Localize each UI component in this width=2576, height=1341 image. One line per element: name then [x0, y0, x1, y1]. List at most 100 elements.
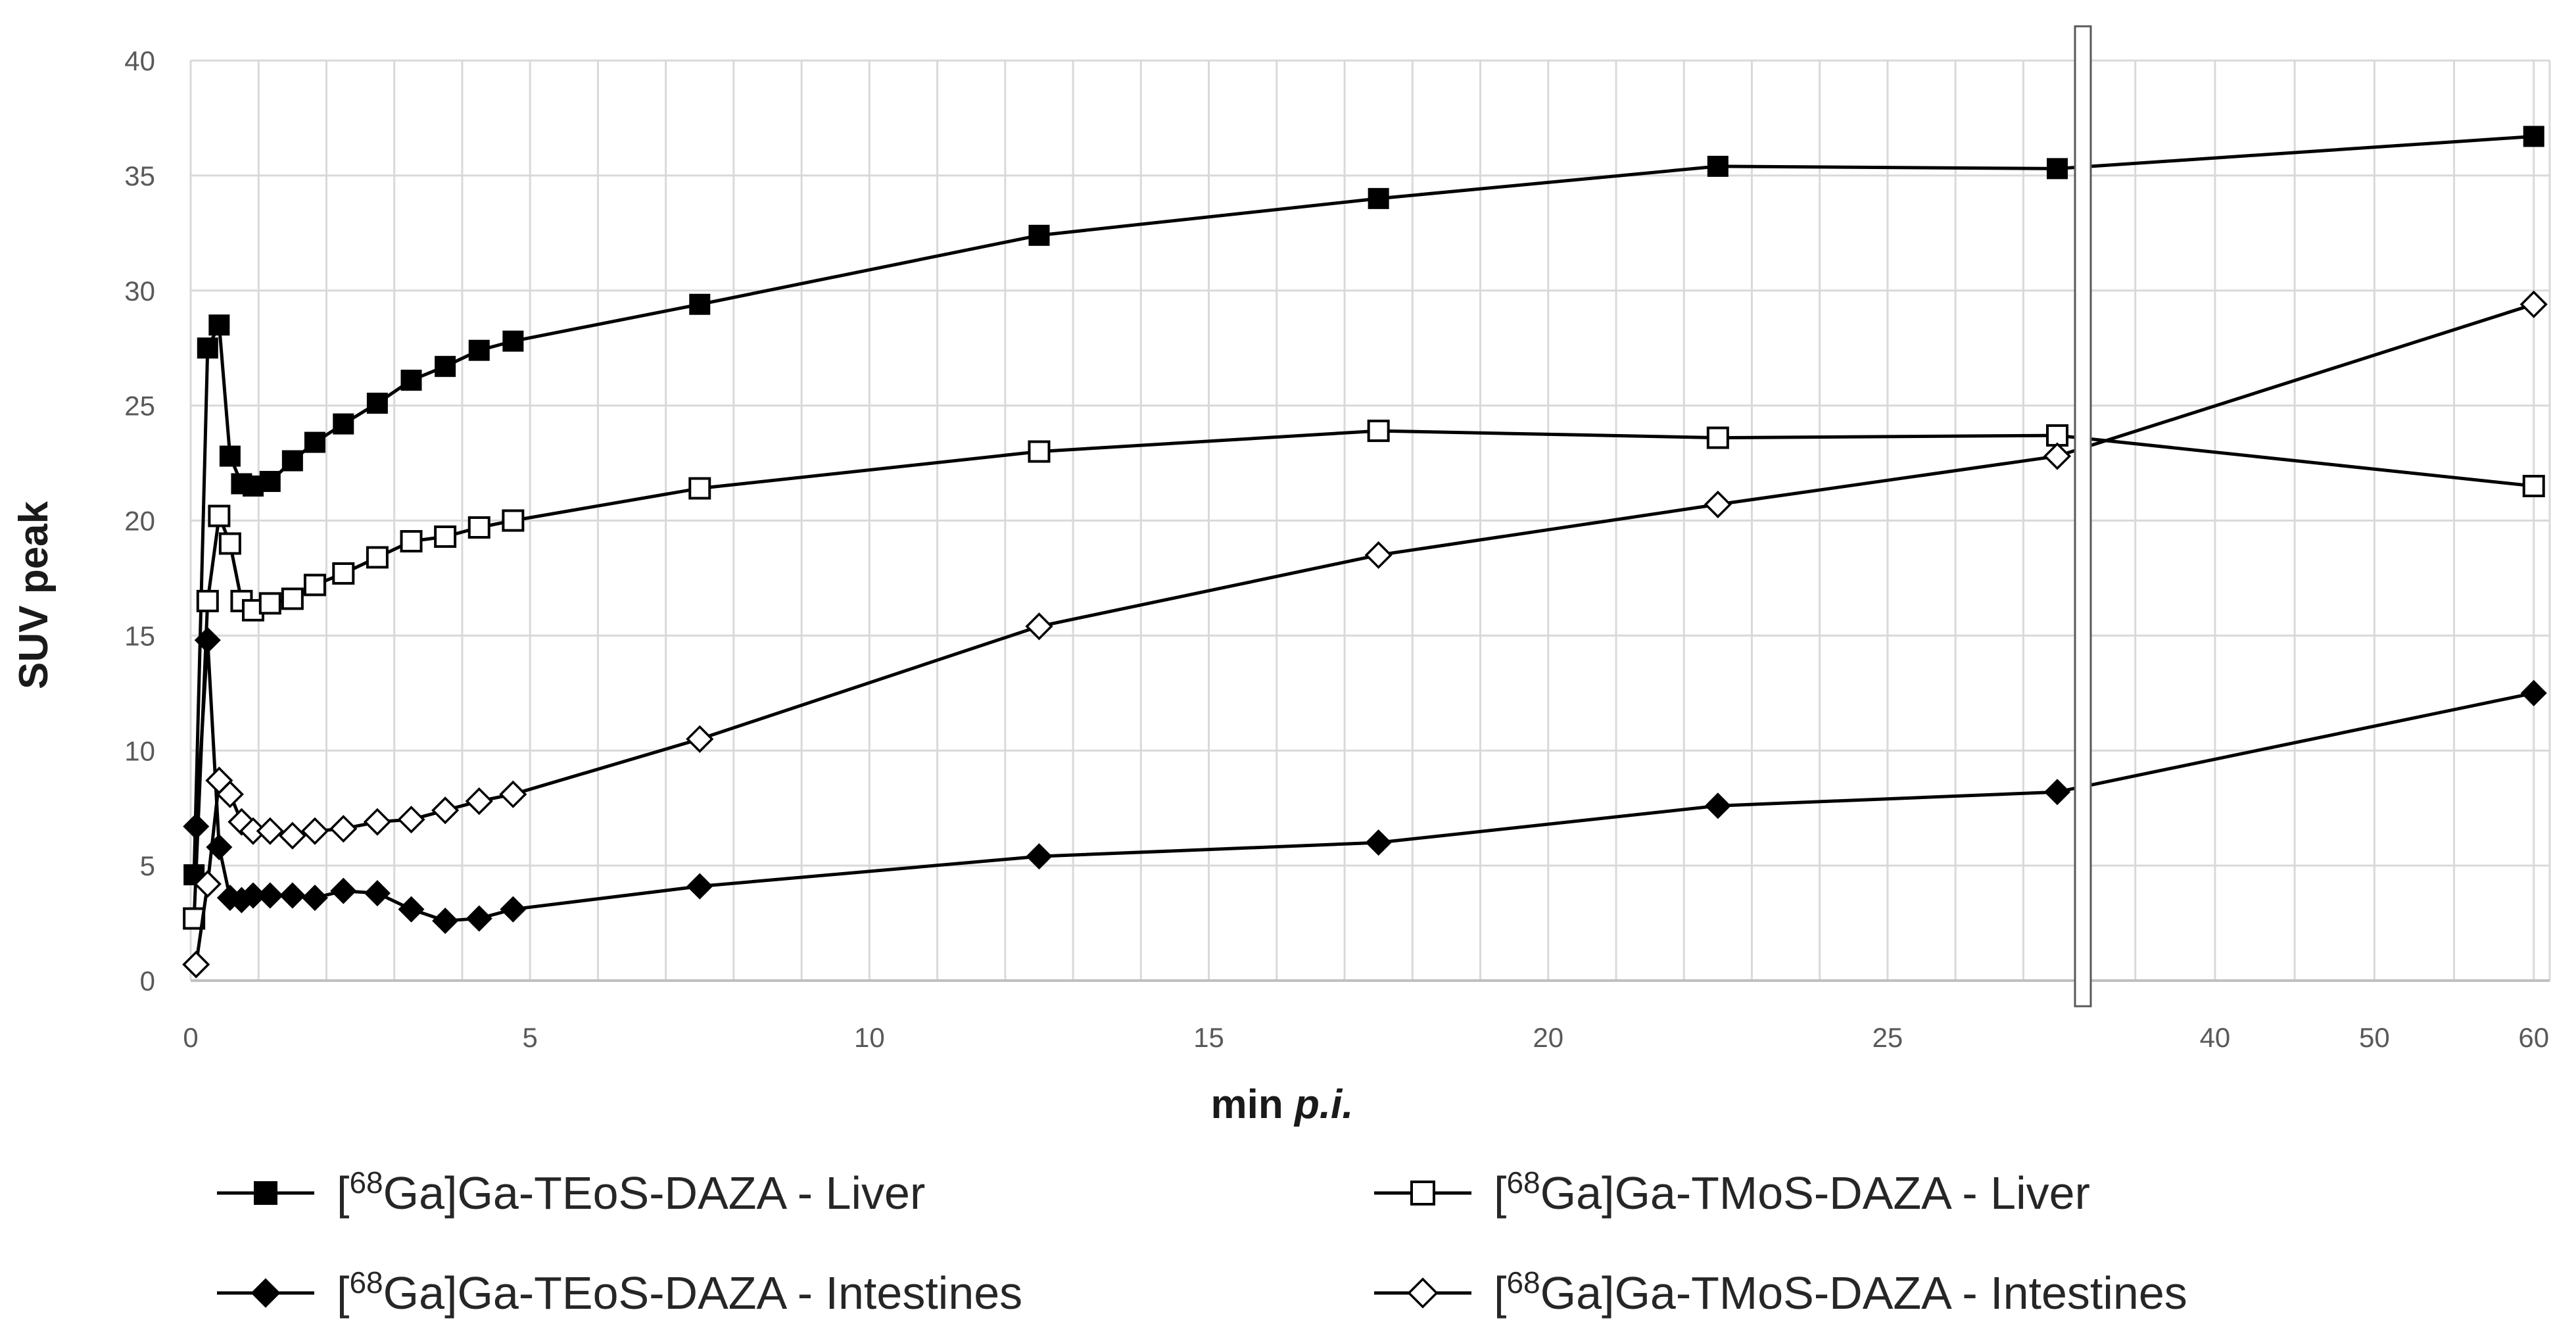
data-point: [332, 562, 355, 585]
data-point: [502, 509, 525, 532]
data-point: [208, 504, 231, 527]
y-tick-label: 30: [124, 276, 155, 306]
data-point: [329, 815, 358, 843]
legend: [68Ga]Ga-TEoS-DAZA - Liver [68Ga]Ga-TEoS-…: [217, 1165, 2187, 1319]
y-tick-label: 40: [124, 45, 155, 76]
data-point: [258, 592, 281, 615]
data-point: [256, 882, 283, 909]
data-point: [216, 780, 244, 808]
data-point: [400, 529, 423, 552]
series-0: [183, 126, 2544, 886]
y-tick-label: 15: [124, 620, 155, 651]
data-point: [435, 356, 456, 378]
data-point: [366, 393, 388, 414]
series-1: [183, 627, 2547, 935]
data-point: [194, 627, 221, 654]
data-point: [431, 796, 460, 825]
data-point: [502, 330, 524, 352]
data-point: [193, 870, 222, 898]
data-point: [304, 431, 325, 453]
data-point: [1368, 187, 1389, 209]
data-point: [432, 908, 459, 935]
y-axis-title: SUV peak: [11, 500, 57, 689]
data-point: [398, 896, 425, 923]
data-point: [2043, 442, 2072, 470]
legend-item: [68Ga]Ga-TEoS-DAZA - Intestines: [217, 1265, 1022, 1319]
y-tick-label: 10: [124, 735, 155, 766]
x-axis-title: min p.i.: [1210, 1082, 1353, 1127]
data-point: [330, 877, 357, 904]
data-point: [196, 589, 219, 612]
data-point: [2044, 779, 2071, 806]
data-point: [400, 370, 422, 391]
legend-item: [68Ga]Ga-TMoS-DAZA - Liver: [1374, 1165, 2090, 1219]
data-point: [499, 780, 527, 808]
data-point: [301, 885, 328, 912]
data-point: [1704, 490, 1732, 519]
data-point: [364, 880, 391, 907]
data-point: [1707, 155, 1729, 177]
data-point: [468, 339, 490, 361]
tick-labels: 0 5 10 15 20 25 30 35 40 0 5 10 15 20 25 40 50 60: [124, 45, 2549, 1053]
x-tick-label: 10: [854, 1022, 885, 1053]
series-line: [194, 638, 2535, 923]
legend-label: [68Ga]Ga-TEoS-DAZA - Liver: [337, 1165, 925, 1219]
data-point: [2047, 158, 2068, 180]
data-point: [2523, 126, 2544, 147]
data-point: [1028, 440, 1051, 463]
x-tick-label: 60: [2518, 1022, 2549, 1053]
data-point: [2520, 679, 2547, 706]
data-point: [1410, 1181, 1435, 1206]
grid: [189, 59, 2551, 981]
data-point: [1367, 420, 1390, 443]
data-point: [281, 587, 304, 610]
data-point: [1028, 224, 1050, 246]
y-tick-label: 25: [124, 391, 155, 422]
data-point: [256, 817, 284, 845]
data-point: [300, 817, 329, 845]
series-line: [192, 134, 2534, 875]
data-point: [1026, 843, 1053, 870]
data-point: [465, 905, 492, 932]
data-point: [686, 873, 713, 900]
series-line: [192, 429, 2535, 919]
data-point: [500, 896, 527, 923]
data-point: [333, 413, 354, 435]
data-point: [254, 1181, 277, 1205]
x-tick-label: 50: [2359, 1022, 2390, 1053]
data-point: [1407, 1277, 1439, 1309]
series-2: [183, 420, 2545, 930]
y-tick-label: 35: [124, 160, 155, 191]
data-point: [1704, 792, 1731, 819]
data-point: [366, 546, 389, 569]
y-tick-label: 20: [124, 506, 155, 537]
data-point: [2046, 424, 2069, 447]
data-point: [197, 337, 218, 359]
legend-label: [68Ga]Ga-TMoS-DAZA - Liver: [1494, 1165, 2090, 1219]
data-point: [689, 293, 711, 315]
legend-item: [68Ga]Ga-TEoS-DAZA - Liver: [217, 1165, 925, 1219]
data-point: [467, 516, 490, 539]
data-point: [303, 573, 326, 597]
data-point: [2522, 475, 2545, 498]
x-tick-label: 15: [1193, 1022, 1224, 1053]
axis-break: [2074, 25, 2092, 1008]
data-point: [278, 821, 306, 850]
data-point: [281, 450, 303, 472]
data-point: [2519, 290, 2548, 318]
data-point: [1365, 829, 1392, 856]
legend-label: [68Ga]Ga-TEoS-DAZA - Intestines: [337, 1265, 1022, 1319]
data-point: [688, 477, 711, 500]
data-point: [363, 808, 391, 836]
data-point: [218, 532, 241, 555]
legend-label: [68Ga]Ga-TMoS-DAZA - Intestines: [1494, 1265, 2187, 1319]
y-tick-label: 5: [140, 850, 155, 881]
series-layer: [182, 126, 2548, 979]
data-point: [279, 882, 306, 909]
series-3: [182, 290, 2548, 979]
data-point: [1364, 541, 1393, 570]
y-tick-label: 0: [140, 965, 155, 996]
data-point: [686, 725, 714, 753]
x-tick-label: 5: [523, 1022, 538, 1053]
x-tick-label: 25: [1872, 1022, 1903, 1053]
